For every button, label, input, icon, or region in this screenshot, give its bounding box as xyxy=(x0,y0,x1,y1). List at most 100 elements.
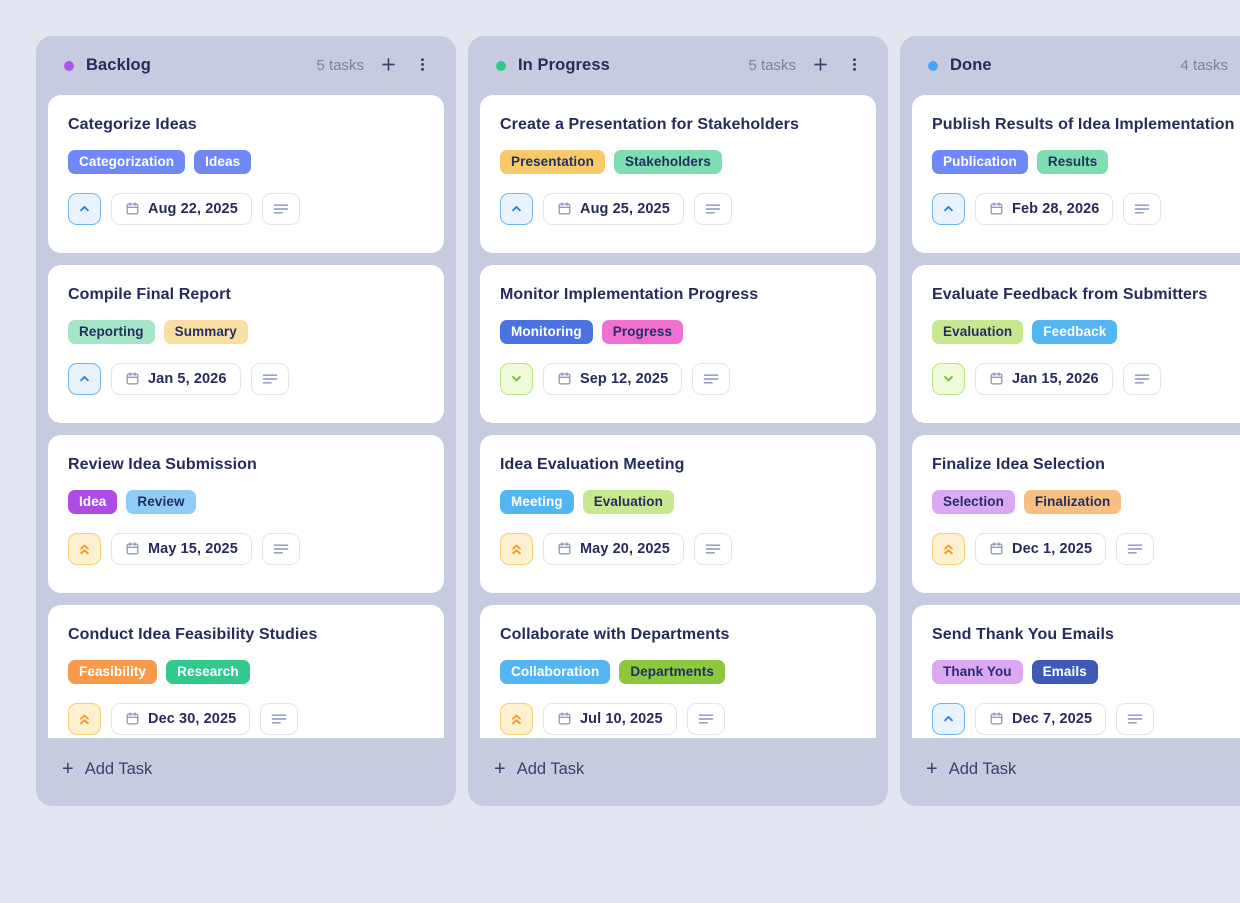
due-date-chip[interactable]: Dec 30, 2025 xyxy=(111,702,251,735)
tag-list: Publication Results xyxy=(932,149,1240,174)
task-meta: Jul 10, 2025 xyxy=(500,702,856,735)
tag-list: Meeting Evaluation xyxy=(500,489,856,514)
priority-medium-button[interactable] xyxy=(68,192,101,225)
priority-medium-button[interactable] xyxy=(932,192,965,225)
kebab-menu-icon xyxy=(414,56,431,76)
task-title: Idea Evaluation Meeting xyxy=(500,455,685,473)
description-button[interactable] xyxy=(261,532,300,565)
due-date-chip[interactable]: Jan 5, 2026 xyxy=(111,362,241,395)
due-date-text: Aug 22, 2025 xyxy=(148,200,238,217)
due-date-chip[interactable]: Sep 12, 2025 xyxy=(543,362,683,395)
add-task-button[interactable]: + Add Task xyxy=(912,744,1240,794)
description-button[interactable] xyxy=(693,192,732,225)
tag-list: Monitoring Progress xyxy=(500,319,856,344)
description-button[interactable] xyxy=(250,362,289,395)
priority-high-button[interactable] xyxy=(500,702,533,735)
tag-list: Evaluation Feedback xyxy=(932,319,1240,344)
description-button[interactable] xyxy=(260,702,299,735)
tag-badge: Ideas xyxy=(194,149,252,174)
due-date-chip[interactable]: Feb 28, 2026 xyxy=(975,192,1114,225)
column-task-count: 5 tasks xyxy=(748,57,796,75)
column-status-dot xyxy=(928,60,938,71)
tag-badge: Meeting xyxy=(500,489,574,514)
due-date-chip[interactable]: Dec 7, 2025 xyxy=(975,702,1107,735)
kanban-board: Backlog 5 tasks Categorize Ideas Categor… xyxy=(36,36,1240,806)
task-card[interactable]: Send Thank You Emails Thank You Emails De… xyxy=(912,604,1240,739)
chevrons-up-icon xyxy=(77,711,92,727)
task-card[interactable]: Conduct Idea Feasibility Studies Feasibi… xyxy=(48,604,444,739)
align-left-icon xyxy=(1134,202,1150,216)
calendar-icon xyxy=(557,711,572,726)
task-title: Evaluate Feedback from Submitters xyxy=(932,285,1208,303)
chevrons-up-icon xyxy=(509,711,524,727)
priority-medium-button[interactable] xyxy=(500,192,533,225)
chevron-up-icon xyxy=(941,201,956,216)
add-task-button[interactable]: + Add Task xyxy=(480,744,876,794)
priority-high-button[interactable] xyxy=(500,532,533,565)
column-header: Done 4 tasks xyxy=(912,50,1240,82)
task-card[interactable]: Idea Evaluation Meeting Meeting Evaluatio… xyxy=(480,434,876,593)
description-button[interactable] xyxy=(693,532,732,565)
task-list: Categorize Ideas Categorization Ideas Aug… xyxy=(48,94,444,739)
description-button[interactable] xyxy=(261,192,300,225)
task-card[interactable]: Monitor Implementation Progress Monitori… xyxy=(480,264,876,423)
add-task-button[interactable]: + Add Task xyxy=(48,744,444,794)
task-meta: Dec 7, 2025 xyxy=(932,702,1240,735)
task-card[interactable]: Review Idea Submission Idea Review May 15… xyxy=(48,434,444,593)
task-title: Create a Presentation for Stakeholders xyxy=(500,115,800,133)
tag-badge: Categorization xyxy=(68,149,186,174)
description-button[interactable] xyxy=(1123,192,1162,225)
priority-low-button[interactable] xyxy=(932,362,965,395)
task-meta: May 20, 2025 xyxy=(500,532,856,565)
task-card[interactable]: Finalize Idea Selection Selection Finaliz… xyxy=(912,434,1240,593)
task-title: Compile Final Report xyxy=(68,285,231,303)
due-date-chip[interactable]: Jan 15, 2026 xyxy=(975,362,1113,395)
task-card[interactable]: Evaluate Feedback from Submitters Evalua… xyxy=(912,264,1240,423)
task-card[interactable]: Publish Results of Idea Implementation P… xyxy=(912,94,1240,253)
priority-medium-button[interactable] xyxy=(68,362,101,395)
priority-medium-button[interactable] xyxy=(932,702,965,735)
column-add-task-button[interactable] xyxy=(806,52,834,80)
column-header: In Progress 5 tasks xyxy=(480,50,876,82)
due-date-chip[interactable]: Dec 1, 2025 xyxy=(975,532,1107,565)
task-card[interactable]: Collaborate with Departments Collaborati… xyxy=(480,604,876,739)
description-button[interactable] xyxy=(1116,532,1155,565)
priority-high-button[interactable] xyxy=(68,532,101,565)
due-date-chip[interactable]: May 15, 2025 xyxy=(111,532,252,565)
description-button[interactable] xyxy=(1116,702,1155,735)
task-card[interactable]: Compile Final Report Reporting Summary Ja… xyxy=(48,264,444,423)
column-menu-button[interactable] xyxy=(408,52,436,80)
due-date-chip[interactable]: Aug 22, 2025 xyxy=(111,192,252,225)
task-meta: Jan 15, 2026 xyxy=(932,362,1240,395)
column-title: Done xyxy=(950,56,992,75)
description-button[interactable] xyxy=(1122,362,1161,395)
task-title: Finalize Idea Selection xyxy=(932,455,1106,473)
task-title: Categorize Ideas xyxy=(68,115,197,133)
due-date-chip[interactable]: May 20, 2025 xyxy=(543,532,684,565)
tag-badge: Finalization xyxy=(1023,489,1122,514)
plus-icon xyxy=(379,55,398,77)
tag-badge: Progress xyxy=(601,319,684,344)
task-card[interactable]: Create a Presentation for Stakeholders P… xyxy=(480,94,876,253)
description-button[interactable] xyxy=(692,362,731,395)
task-meta: Jan 5, 2026 xyxy=(68,362,424,395)
chevrons-up-icon xyxy=(509,541,524,557)
tag-list: Idea Review xyxy=(68,489,424,514)
priority-low-button[interactable] xyxy=(500,362,533,395)
task-card[interactable]: Categorize Ideas Categorization Ideas Aug… xyxy=(48,94,444,253)
column-menu-button[interactable] xyxy=(840,52,868,80)
column-status-dot xyxy=(496,60,506,71)
priority-high-button[interactable] xyxy=(68,702,101,735)
task-meta: Dec 1, 2025 xyxy=(932,532,1240,565)
task-title: Collaborate with Departments xyxy=(500,625,730,643)
due-date-chip[interactable]: Jul 10, 2025 xyxy=(543,702,677,735)
chevron-up-icon xyxy=(77,371,92,386)
column-task-count: 4 tasks xyxy=(1180,57,1228,75)
column-add-task-button[interactable] xyxy=(374,52,402,80)
align-left-icon xyxy=(1127,542,1143,556)
priority-high-button[interactable] xyxy=(932,532,965,565)
calendar-icon xyxy=(989,201,1004,216)
description-button[interactable] xyxy=(686,702,725,735)
due-date-chip[interactable]: Aug 25, 2025 xyxy=(543,192,684,225)
column-title: In Progress xyxy=(518,56,610,75)
